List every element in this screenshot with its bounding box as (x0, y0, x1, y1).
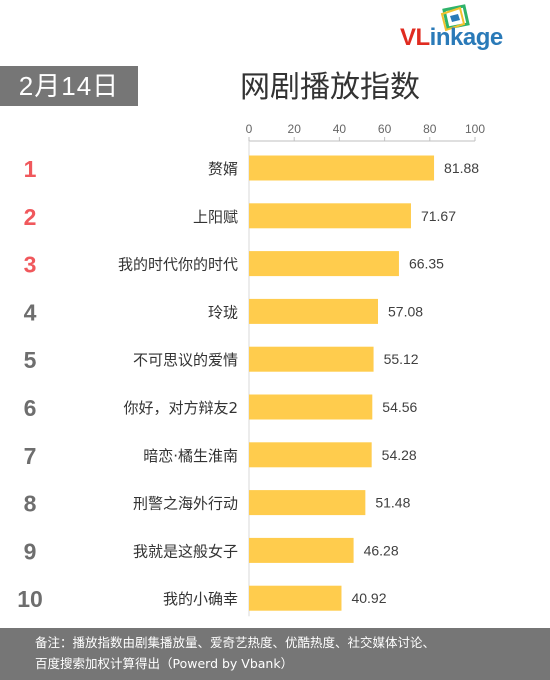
footnote-line-2: 百度搜索加权计算得出（Powerd by Vbank） (35, 656, 294, 671)
category-label: 我就是这般女子 (133, 542, 238, 560)
bar-value-label: 54.56 (382, 399, 417, 415)
bar-value-label: 40.92 (351, 590, 386, 606)
bar-value-label: 66.35 (409, 256, 444, 272)
bar (249, 203, 411, 229)
logo-emblem-icon (440, 4, 470, 32)
category-label: 我的时代你的时代 (118, 256, 238, 274)
bar (249, 537, 354, 563)
category-label: 玲珑 (208, 303, 238, 321)
x-tick-label: 0 (246, 122, 253, 136)
bar (249, 585, 342, 611)
bar-value-label: 81.88 (444, 160, 479, 176)
bar (249, 155, 435, 181)
logo-wordmark-accent: VL (400, 24, 430, 51)
rank-number: 8 (24, 491, 37, 517)
date-badge: 2月14日 (0, 66, 138, 106)
vlinkage-logo: VLinkage (400, 4, 530, 54)
x-tick-label: 40 (333, 122, 347, 136)
bar-value-label: 51.48 (375, 495, 410, 511)
category-label: 你好，对方辩友2 (123, 399, 238, 417)
bar-value-label: 71.67 (421, 208, 456, 224)
bar (249, 251, 399, 277)
rank-number: 4 (24, 299, 37, 325)
category-label: 上阳赋 (193, 208, 238, 226)
category-label: 暗恋·橘生淮南 (143, 447, 238, 465)
x-tick-label: 80 (423, 122, 437, 136)
bar-value-label: 57.08 (388, 303, 423, 319)
category-label: 刑警之海外行动 (133, 495, 238, 513)
logo-wordmark: VLinkage (400, 24, 503, 52)
x-tick-label: 100 (465, 122, 485, 136)
rank-number: 9 (24, 538, 37, 564)
bar-chart: 0 20 40 60 80 100 81.88 赘婿 1 71.67 上阳赋 2 66.35 我的时代你的… (17, 122, 485, 617)
rank-number: 10 (17, 586, 43, 612)
bar (249, 298, 379, 324)
rank-number: 5 (24, 347, 37, 373)
category-label: 不可思议的爱情 (133, 351, 238, 369)
footnote: 备注：播放指数由剧集播放量、爱奇艺热度、优酷热度、社交媒体讨论、 百度搜索加权计… (0, 628, 550, 680)
x-tick-label: 60 (378, 122, 392, 136)
rank-number: 1 (24, 156, 37, 182)
bar-value-label: 54.28 (382, 447, 417, 463)
bar (249, 490, 366, 516)
bar (249, 346, 374, 372)
rank-number: 6 (24, 395, 37, 421)
rank-number: 3 (24, 252, 37, 278)
x-tick-label: 20 (288, 122, 302, 136)
category-label: 我的小确幸 (163, 590, 238, 608)
footnote-line-1: 备注：播放指数由剧集播放量、爱奇艺热度、优酷热度、社交媒体讨论、 (35, 635, 436, 650)
bar-value-label: 55.12 (384, 351, 419, 367)
logo-wordmark-rest: inkage (429, 24, 504, 51)
chart-title: 网剧播放指数 (240, 70, 420, 105)
rank-number: 2 (24, 204, 37, 230)
rank-number: 7 (24, 443, 37, 469)
bar (249, 394, 373, 420)
bar (249, 442, 372, 468)
category-label: 赘婿 (208, 160, 238, 178)
bar-value-label: 46.28 (364, 542, 399, 558)
